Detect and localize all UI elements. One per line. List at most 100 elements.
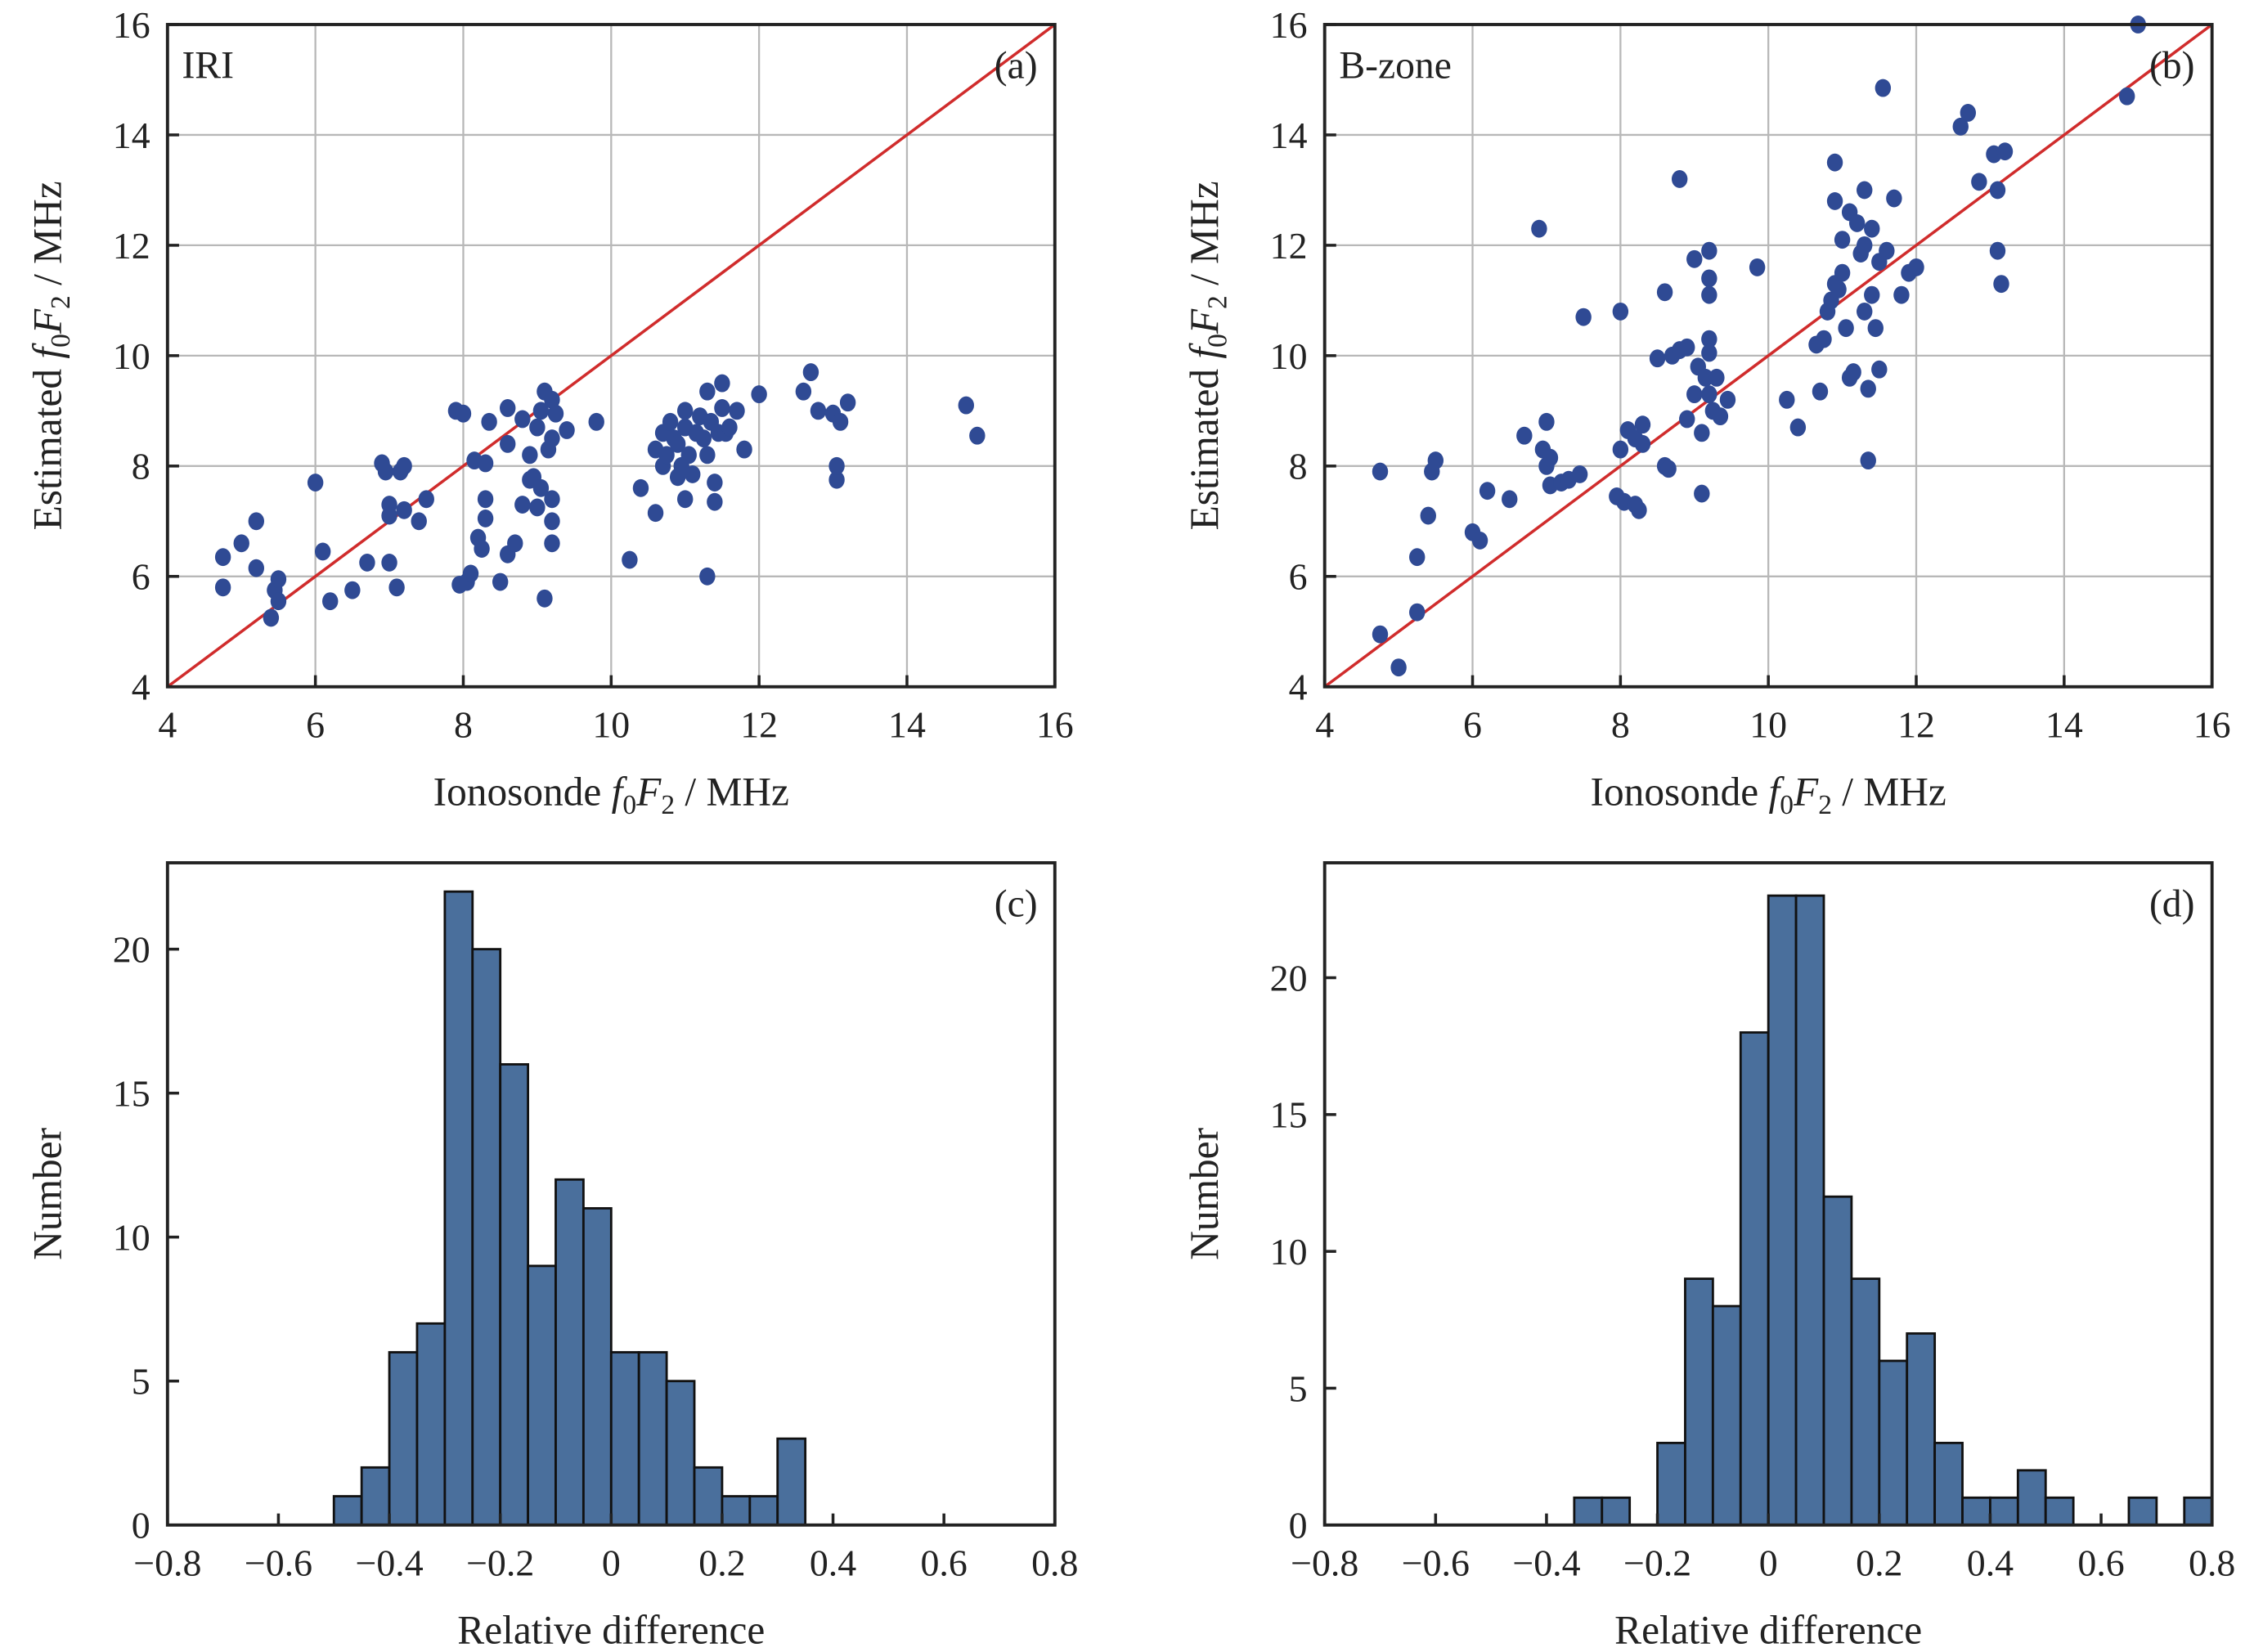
data-point bbox=[1479, 482, 1496, 501]
y-tick-label: 12 bbox=[1270, 225, 1308, 267]
data-point bbox=[1671, 169, 1688, 188]
data-point bbox=[1701, 241, 1717, 260]
label-part: 0 bbox=[46, 334, 76, 348]
data-point bbox=[1812, 382, 1829, 401]
data-point bbox=[1612, 302, 1629, 321]
chart-panel-a: 4 6 8 10 12 14 16 4 6 8 10 12 14 16 Ionosonde f0F2 / M… bbox=[25, 4, 1073, 820]
x-tick-label: 0.4 bbox=[1967, 1542, 2014, 1583]
data-point bbox=[1701, 269, 1717, 288]
data-point bbox=[377, 462, 394, 481]
histogram-bar bbox=[1933, 1441, 1964, 1527]
histogram-bar bbox=[2016, 1469, 2047, 1527]
label-part: 0 bbox=[1780, 790, 1794, 820]
data-point bbox=[695, 429, 712, 448]
data-point bbox=[263, 608, 280, 627]
data-point bbox=[751, 385, 767, 404]
data-point bbox=[388, 578, 405, 597]
panel-title: IRI bbox=[182, 44, 234, 87]
chart-panel-b: 4 6 8 10 12 14 16 4 6 8 10 12 14 16 Ionosonde f0F2 / M… bbox=[1182, 4, 2230, 820]
label-part: 2 bbox=[46, 295, 76, 309]
data-point bbox=[381, 506, 397, 525]
histogram-bar bbox=[2127, 1496, 2158, 1527]
data-point bbox=[1864, 285, 1880, 304]
data-point bbox=[658, 446, 675, 465]
panel-label: (b) bbox=[2149, 44, 2195, 87]
data-point bbox=[1686, 385, 1703, 404]
x-tick-label: −0.8 bbox=[133, 1542, 201, 1583]
y-tick-label: 8 bbox=[1289, 446, 1308, 487]
data-point bbox=[1694, 424, 1710, 442]
data-point bbox=[1575, 308, 1592, 326]
data-point bbox=[1612, 440, 1629, 459]
y-tick-label: 12 bbox=[113, 225, 150, 267]
histogram-bar bbox=[2183, 1496, 2214, 1527]
histogram-bar bbox=[776, 1437, 807, 1527]
data-point bbox=[588, 412, 604, 431]
label-part: Ionosonde bbox=[433, 769, 612, 814]
data-point bbox=[396, 501, 412, 519]
data-point bbox=[1390, 658, 1407, 677]
panel-label: (a) bbox=[995, 44, 1038, 87]
y-tick-label: 15 bbox=[1270, 1094, 1308, 1136]
data-point bbox=[958, 396, 974, 415]
data-point bbox=[529, 498, 546, 517]
data-point bbox=[1656, 283, 1673, 302]
y-tick-label: 0 bbox=[132, 1505, 150, 1547]
y-tick-label: 20 bbox=[1270, 957, 1308, 999]
y-tick-label: 4 bbox=[132, 667, 150, 708]
data-point bbox=[677, 402, 694, 420]
data-point bbox=[729, 402, 745, 420]
data-point bbox=[314, 542, 331, 561]
x-tick-label: 0.8 bbox=[2189, 1542, 2235, 1583]
histogram-bar bbox=[1684, 1277, 1714, 1527]
data-point bbox=[474, 540, 490, 558]
x-tick-label: −0.6 bbox=[245, 1542, 312, 1583]
x-tick-label: −0.2 bbox=[466, 1542, 534, 1583]
data-point bbox=[1701, 343, 1717, 362]
plot-frame bbox=[165, 23, 1057, 689]
data-point bbox=[514, 410, 531, 429]
data-point bbox=[736, 440, 752, 459]
y-axis-label: Number bbox=[1182, 1127, 1227, 1259]
data-point bbox=[680, 446, 697, 465]
data-point bbox=[685, 465, 701, 483]
data-point bbox=[1830, 280, 1847, 299]
data-point bbox=[1571, 465, 1588, 483]
data-point bbox=[1679, 338, 1695, 357]
plot-frame bbox=[1322, 861, 2214, 1527]
data-point bbox=[2118, 87, 2135, 105]
data-point bbox=[500, 399, 516, 417]
y-tick-label: 6 bbox=[1289, 556, 1308, 598]
plot-frame bbox=[165, 861, 1057, 1527]
x-tick-label: −0.4 bbox=[355, 1542, 423, 1583]
data-point bbox=[1409, 548, 1426, 567]
data-point bbox=[1372, 462, 1389, 481]
histogram-bar bbox=[1822, 1195, 1853, 1527]
data-point bbox=[248, 512, 265, 531]
histogram-bar bbox=[1794, 894, 1825, 1527]
x-tick-label: 14 bbox=[2045, 704, 2083, 746]
data-point bbox=[721, 418, 738, 437]
data-point bbox=[839, 393, 856, 412]
data-point bbox=[632, 478, 649, 497]
label-part: F bbox=[25, 308, 70, 334]
data-point bbox=[1789, 418, 1807, 437]
data-point bbox=[1908, 258, 1924, 276]
histogram-bar bbox=[1767, 894, 1798, 1527]
label-part: F bbox=[1182, 308, 1227, 334]
y-tick-label: 10 bbox=[1270, 335, 1308, 377]
y-axis-label: Estimated f0F2 / MHz bbox=[1182, 181, 1233, 530]
label-part: 2 bbox=[661, 790, 675, 820]
histogram-bar bbox=[1739, 1031, 1770, 1527]
data-point bbox=[828, 456, 845, 475]
data-point bbox=[1708, 368, 1725, 387]
histogram-bar bbox=[527, 1264, 557, 1527]
y-tick-label: 6 bbox=[132, 556, 150, 598]
histogram-bar bbox=[415, 1322, 447, 1527]
label-part: F bbox=[635, 769, 662, 814]
data-point bbox=[1686, 249, 1703, 268]
data-point bbox=[1875, 79, 1892, 97]
data-point bbox=[1694, 484, 1710, 503]
y-tick-label: 8 bbox=[132, 446, 150, 487]
data-point bbox=[544, 429, 560, 448]
